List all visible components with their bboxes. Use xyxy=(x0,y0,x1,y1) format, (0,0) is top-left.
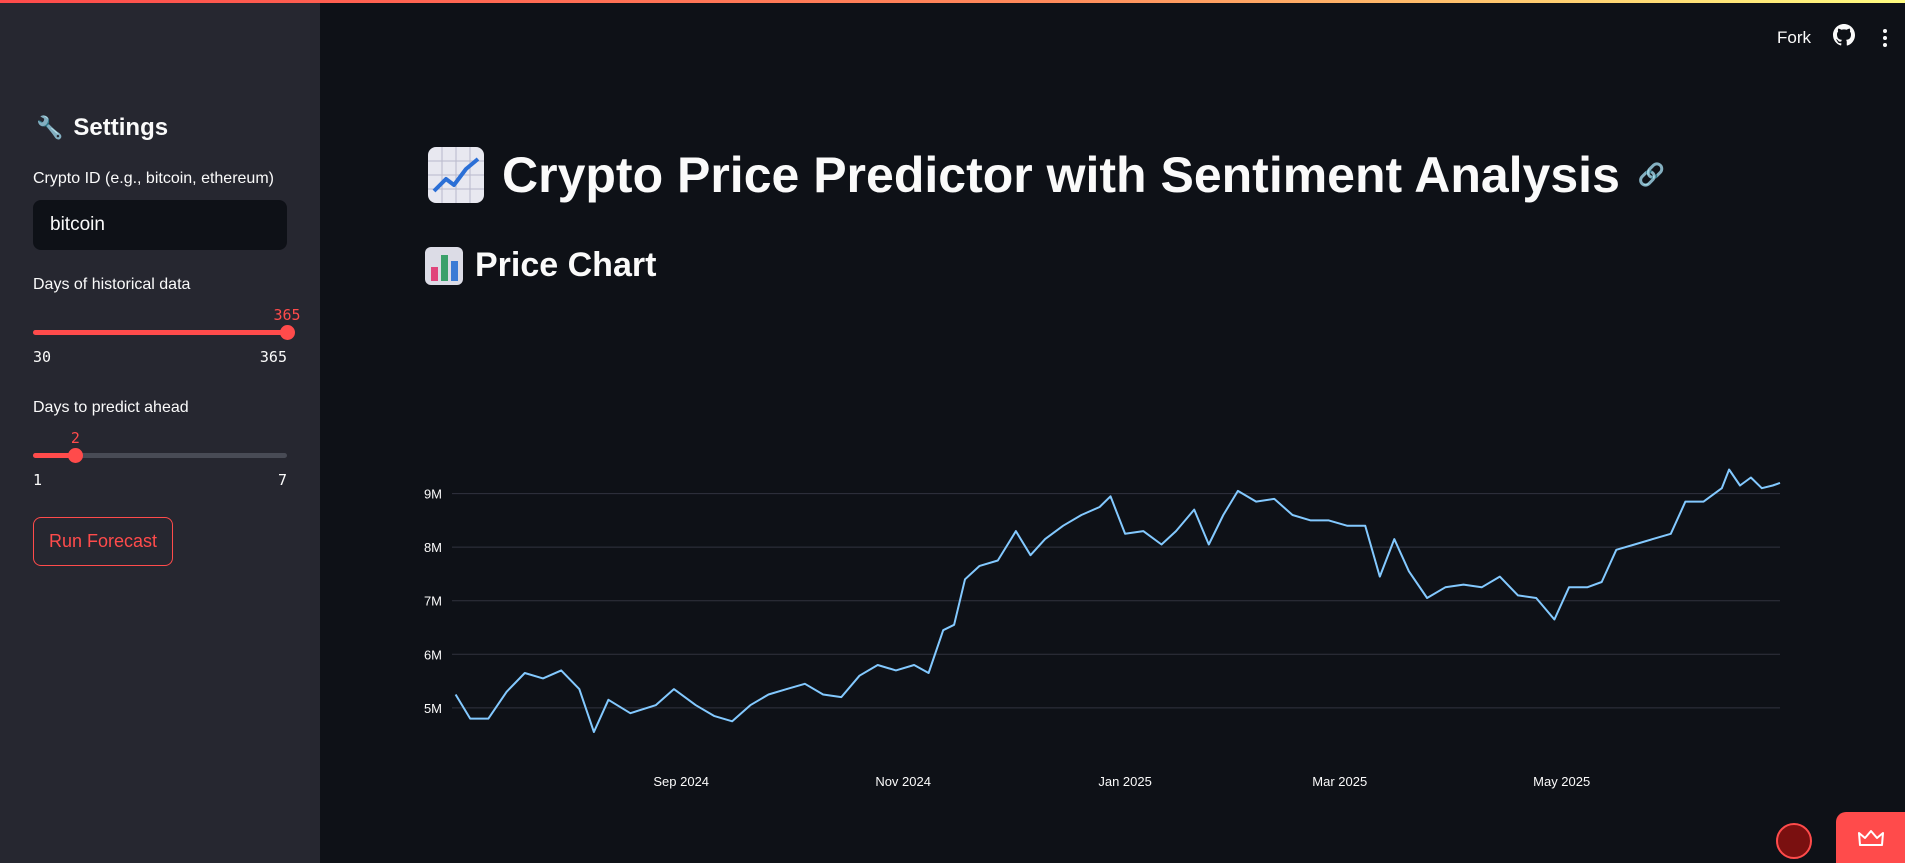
x-tick-label: Sep 2024 xyxy=(653,774,709,789)
sidebar-title-text: Settings xyxy=(73,114,169,141)
bar-chart-icon xyxy=(425,246,463,285)
crypto-id-label: Crypto ID (e.g., bitcoin, ethereum) xyxy=(33,170,274,187)
price-series-line xyxy=(454,468,1781,733)
y-tick-label: 6M xyxy=(424,647,442,662)
wrench-icon: 🔧 xyxy=(36,115,64,140)
days-history-label: Days of historical data xyxy=(33,276,191,293)
header-actions: Fork xyxy=(1777,24,1893,51)
page-title: Crypto Price Predictor with Sentiment An… xyxy=(428,146,1665,204)
x-tick-label: Nov 2024 xyxy=(875,774,931,789)
crown-icon xyxy=(1857,829,1884,846)
slider-value: 365 xyxy=(273,306,301,324)
top-decoration-bar xyxy=(0,0,1905,3)
slider-value: 2 xyxy=(70,429,80,447)
section-title: Price Chart xyxy=(425,246,656,285)
x-tick-label: May 2025 xyxy=(1533,774,1590,789)
price-chart[interactable]: 5M 6M 7M 8M 9M Sep 2024 Nov 2024 Jan 2025 Mar 20… xyxy=(400,440,1800,810)
slider-max: 365 xyxy=(259,348,287,366)
fork-link[interactable]: Fork xyxy=(1777,27,1811,47)
chart-increasing-icon xyxy=(428,147,484,203)
more-menu-icon[interactable] xyxy=(1877,28,1893,47)
days-predict-label: Days to predict ahead xyxy=(33,399,189,416)
y-tick-label: 5M xyxy=(424,701,442,716)
crypto-id-value: bitcoin xyxy=(50,214,105,235)
streamlit-deploy-button[interactable] xyxy=(1836,812,1905,863)
sidebar-title: 🔧 Settings xyxy=(36,114,168,142)
slider-fill xyxy=(33,453,76,458)
slider-track xyxy=(33,453,287,458)
run-forecast-button[interactable]: Run Forecast xyxy=(33,517,173,566)
github-icon[interactable] xyxy=(1833,24,1856,51)
slider-fill xyxy=(33,330,287,335)
slider-max: 7 xyxy=(277,471,287,489)
days-history-slider[interactable]: 365 30 365 xyxy=(33,302,301,366)
sidebar: 🔧 Settings Crypto ID (e.g., bitcoin, eth… xyxy=(0,0,320,863)
y-tick-label: 8M xyxy=(424,540,442,555)
link-icon[interactable]: 🔗 xyxy=(1637,162,1666,187)
crypto-id-input[interactable]: bitcoin xyxy=(33,200,287,250)
y-tick-label: 7M xyxy=(424,594,442,609)
days-predict-slider[interactable]: 2 1 7 xyxy=(33,425,287,489)
section-title-text: Price Chart xyxy=(475,246,657,284)
y-tick-label: 9M xyxy=(424,487,442,502)
app-mascot-icon[interactable] xyxy=(1776,823,1812,859)
page-title-text: Crypto Price Predictor with Sentiment An… xyxy=(502,147,1620,203)
slider-thumb[interactable] xyxy=(280,325,295,340)
slider-thumb[interactable] xyxy=(68,448,84,463)
slider-min: 1 xyxy=(33,471,43,489)
x-tick-label: Jan 2025 xyxy=(1098,774,1152,789)
slider-min: 30 xyxy=(33,348,52,366)
x-tick-label: Mar 2025 xyxy=(1312,774,1367,789)
